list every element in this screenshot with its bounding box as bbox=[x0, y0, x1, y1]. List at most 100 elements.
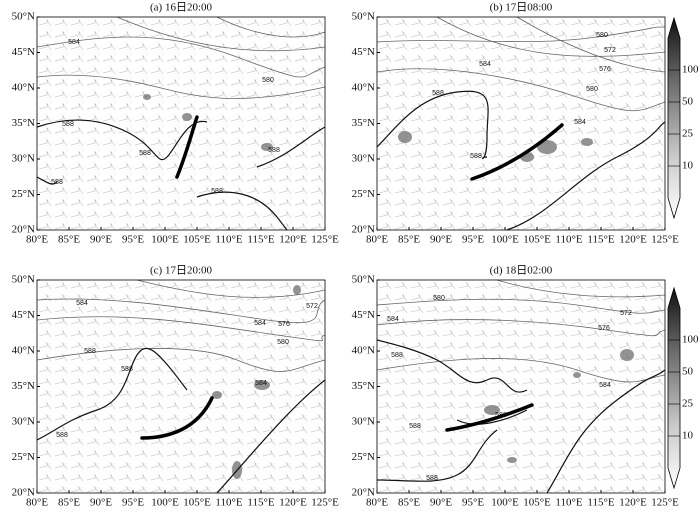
contour-label: 576 bbox=[278, 321, 290, 328]
precip-area bbox=[484, 405, 500, 415]
lon-label: 85°E bbox=[398, 497, 420, 509]
height-contour bbox=[116, 16, 326, 52]
lat-label: 50°N bbox=[12, 11, 35, 23]
contour-label: 572 bbox=[306, 303, 318, 310]
precip-area bbox=[581, 138, 593, 146]
lat-label: 50°N bbox=[12, 274, 35, 286]
lon-label: 100°E bbox=[151, 497, 179, 509]
height-contour bbox=[36, 316, 326, 342]
contour-label: 580 bbox=[262, 77, 274, 84]
contour-label: 584 bbox=[479, 61, 491, 68]
lon-label: 80°E bbox=[366, 234, 388, 246]
panel-title: (c) 17日20:00 bbox=[150, 265, 213, 277]
contour-label: 572 bbox=[620, 310, 632, 317]
lon-label: 90°E bbox=[90, 234, 112, 246]
contour-label: 580 bbox=[433, 295, 445, 302]
height-contour bbox=[216, 16, 326, 38]
lon-label: 125°E bbox=[311, 497, 339, 509]
height-contour bbox=[496, 279, 666, 298]
lon-label: 95°E bbox=[462, 234, 484, 246]
height-contour bbox=[36, 298, 326, 324]
lon-label: 80°E bbox=[26, 234, 48, 246]
contour-label: 584 bbox=[255, 380, 267, 387]
height-contour-588 bbox=[216, 379, 326, 494]
wind-barbs bbox=[377, 280, 665, 493]
contour-label: 588 bbox=[211, 188, 223, 195]
height-contour bbox=[516, 16, 666, 73]
lon-label: 80°E bbox=[26, 497, 48, 509]
lat-label: 25°N bbox=[12, 188, 35, 200]
lon-label: 100°E bbox=[491, 497, 519, 509]
wind-barbs bbox=[377, 17, 665, 230]
contour-label: 588 bbox=[470, 153, 482, 160]
contour-label: 588 bbox=[495, 412, 507, 419]
height-contour-588 bbox=[36, 119, 208, 161]
lon-label: 110°E bbox=[215, 497, 242, 509]
height-contour bbox=[376, 298, 666, 314]
lon-label: 100°E bbox=[491, 234, 519, 246]
contour-label: 588 bbox=[139, 150, 151, 157]
lat-label: 30°N bbox=[352, 416, 375, 428]
contour-label: 580 bbox=[586, 86, 598, 93]
contour-label: 584 bbox=[76, 300, 88, 307]
lat-label: 25°N bbox=[352, 451, 375, 463]
lat-label: 45°N bbox=[12, 46, 35, 58]
contour-label: 588 bbox=[268, 147, 280, 154]
lon-label: 110°E bbox=[555, 497, 582, 509]
lon-label: 125°E bbox=[311, 234, 339, 246]
contour-label: 588 bbox=[121, 366, 133, 373]
lat-label: 40°N bbox=[352, 82, 375, 94]
lat-label: 20°N bbox=[12, 487, 35, 499]
lat-label: 50°N bbox=[352, 274, 375, 286]
lon-label: 90°E bbox=[90, 497, 112, 509]
lon-label: 110°E bbox=[215, 234, 242, 246]
panel-title: (d) 18日02:00 bbox=[490, 265, 553, 277]
height-contour bbox=[376, 319, 666, 337]
map-panel: 572 584 584 576 580 588 588 584 588 (c) 17日20:00 5… bbox=[12, 265, 339, 509]
trough-line bbox=[445, 403, 534, 432]
lat-label: 30°N bbox=[352, 153, 375, 165]
lon-label: 95°E bbox=[122, 234, 144, 246]
colorbar-label: 50 bbox=[682, 366, 694, 378]
lon-label: 120°E bbox=[619, 497, 647, 509]
lon-label: 105°E bbox=[183, 234, 211, 246]
precip-area bbox=[212, 391, 222, 399]
lat-label: 45°N bbox=[352, 309, 375, 321]
map-panel: 584 580 588 588 588 588 588 (a) 16日20:00 50°N 45°… bbox=[12, 2, 339, 246]
precip-area bbox=[573, 372, 581, 378]
precip-area bbox=[507, 457, 517, 463]
contour-label: 588 bbox=[432, 90, 444, 97]
lon-label: 95°E bbox=[122, 497, 144, 509]
contour-label: 588 bbox=[391, 352, 403, 359]
lat-label: 45°N bbox=[12, 309, 35, 321]
lat-label: 25°N bbox=[352, 188, 375, 200]
lon-label: 120°E bbox=[279, 497, 307, 509]
contour-label: 576 bbox=[598, 325, 610, 332]
height-contour bbox=[36, 74, 326, 99]
lat-label: 25°N bbox=[12, 451, 35, 463]
height-contour-588 bbox=[256, 126, 326, 168]
height-contour-588 bbox=[36, 347, 188, 441]
colorbar-label: 10 bbox=[682, 160, 694, 172]
lon-label: 125°E bbox=[651, 234, 679, 246]
contour-label: 584 bbox=[574, 119, 586, 126]
contour-label: 588 bbox=[409, 423, 421, 430]
lat-label: 40°N bbox=[12, 345, 35, 357]
wind-barbs bbox=[37, 17, 325, 230]
lat-label: 35°N bbox=[352, 117, 375, 129]
lat-label: 50°N bbox=[352, 11, 375, 23]
lon-label: 85°E bbox=[398, 234, 420, 246]
lon-label: 115°E bbox=[587, 497, 614, 509]
height-contour bbox=[436, 16, 666, 57]
lat-label: 35°N bbox=[352, 380, 375, 392]
contour-label: 584 bbox=[599, 382, 611, 389]
contour-label: 572 bbox=[604, 47, 616, 54]
colorbar-label: 25 bbox=[682, 398, 694, 410]
contour-label: 588 bbox=[56, 432, 68, 439]
contour-label: 588 bbox=[51, 179, 63, 186]
colorbar-body bbox=[667, 286, 681, 490]
trough-line bbox=[175, 115, 199, 179]
map-panel: 580 572 584 576 588 584 588 588 588 (d) 18日02:00 5… bbox=[352, 265, 679, 509]
panel-title: (a) 16日20:00 bbox=[150, 2, 213, 14]
contour-label: 588 bbox=[84, 348, 96, 355]
